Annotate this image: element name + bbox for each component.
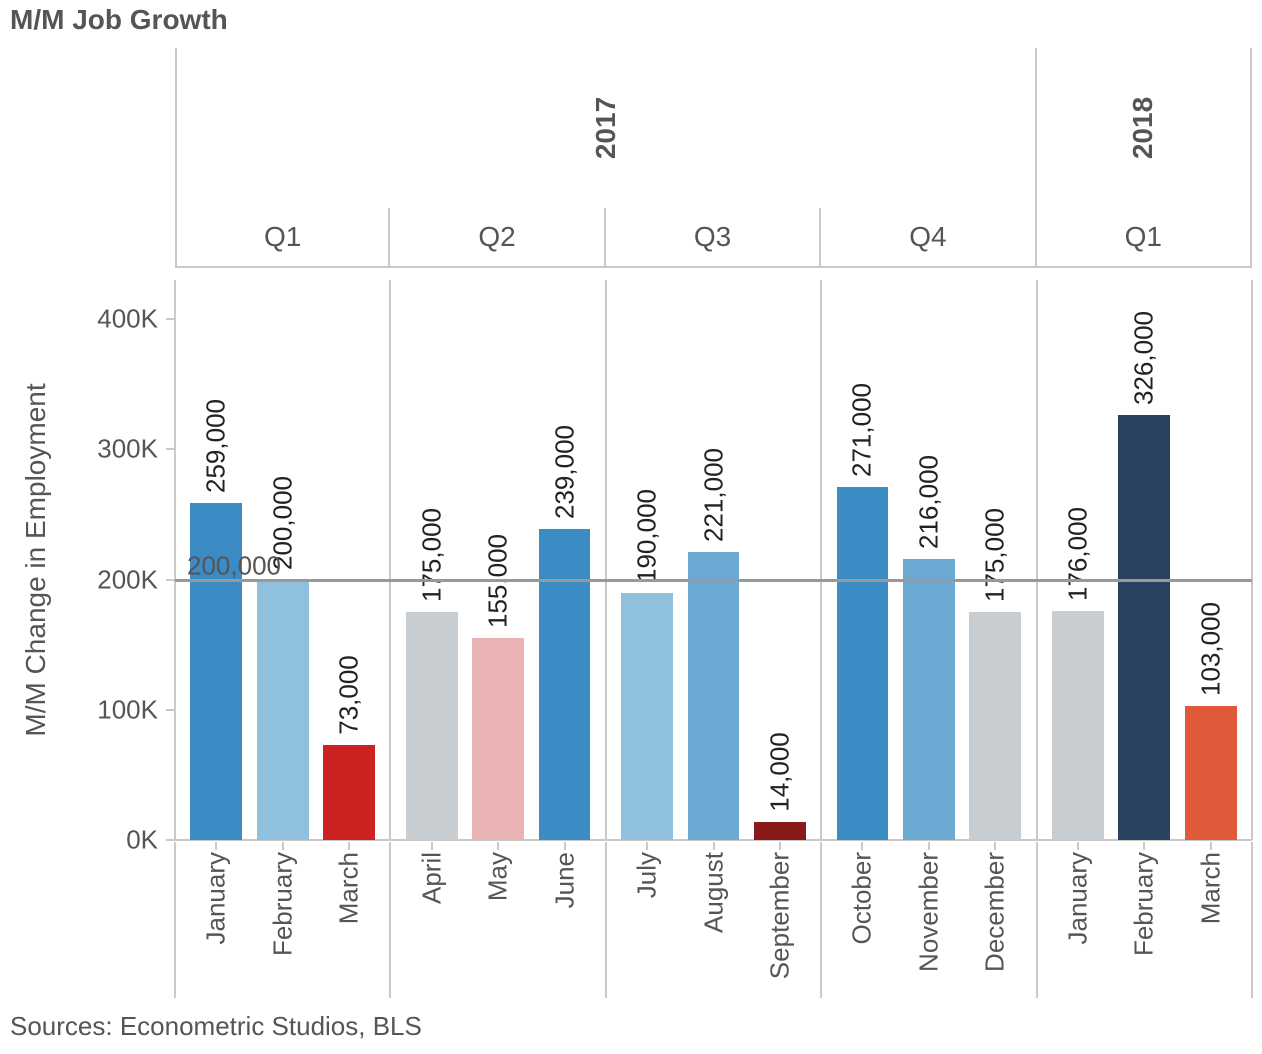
x-tick-mark: [348, 842, 350, 850]
x-tick-mark: [564, 842, 566, 850]
x-tick-label: August: [698, 852, 729, 933]
bar-value-label: 73,000: [334, 655, 365, 735]
reference-line-label: 200,000: [187, 550, 281, 581]
x-tick-mark: [1077, 842, 1079, 850]
bar-value-label: 216,000: [913, 455, 944, 549]
plot-area: M/M Change in Employment 0K100K200K300K4…: [0, 280, 1262, 840]
y-tick-label: 300K: [0, 434, 158, 465]
quarter-label: Q4: [909, 221, 946, 253]
x-tick-label: April: [416, 852, 447, 904]
x-tick-label: July: [632, 852, 663, 898]
bar-value-label: 259,000: [201, 399, 232, 493]
bar-value-label: 190,000: [632, 489, 663, 583]
quarter-header-cell: Q3: [606, 208, 821, 268]
bar: [688, 552, 740, 840]
x-tick-mark: [215, 842, 217, 850]
x-axis-area: January February March April May June July Augu…: [0, 842, 1262, 1012]
bar: [539, 529, 591, 840]
x-tick-mark: [282, 842, 284, 850]
bar: [754, 822, 806, 840]
quarter-label: Q3: [694, 221, 731, 253]
panel-divider: [389, 280, 391, 840]
quarter-header-cell: Q1: [1037, 208, 1252, 268]
bar-value-label: 175,000: [416, 508, 447, 602]
x-tick-mark: [928, 842, 930, 850]
x-tick-label: February: [267, 852, 298, 956]
x-tick-mark: [646, 842, 648, 850]
panel-divider: [174, 280, 176, 840]
year-header-row: 2017 2018: [0, 48, 1262, 208]
bar: [257, 580, 309, 840]
bar: [969, 612, 1021, 840]
panel-divider: [605, 842, 607, 998]
bar-value-label: 175,000: [980, 508, 1011, 602]
bar-value-label: 103,000: [1195, 602, 1226, 696]
panel-divider: [1036, 842, 1038, 998]
panel-divider: [820, 842, 822, 998]
panel-divider: [820, 280, 822, 840]
x-tick-label: May: [483, 852, 514, 901]
x-tick-mark: [779, 842, 781, 850]
year-header-cell: 2017: [175, 48, 1037, 208]
panel-divider: [389, 842, 391, 998]
x-tick-mark: [497, 842, 499, 850]
x-tick-mark: [1143, 842, 1145, 850]
x-tick-mark: [1210, 842, 1212, 850]
bar: [1185, 706, 1237, 840]
x-tick-mark: [431, 842, 433, 850]
quarter-header-cell: Q2: [390, 208, 605, 268]
year-header-cell: 2018: [1037, 48, 1252, 208]
chart-title: M/M Job Growth: [10, 4, 228, 36]
bar: [903, 559, 955, 840]
x-tick-label: January: [1062, 852, 1093, 945]
x-tick-label: June: [549, 852, 580, 908]
bar: [472, 638, 524, 840]
x-tick-label: March: [1195, 852, 1226, 924]
y-tick-label: 100K: [0, 694, 158, 725]
bar: [1052, 611, 1104, 840]
x-tick-label: November: [913, 852, 944, 972]
bar-value-label: 239,000: [549, 425, 580, 519]
panel-divider: [605, 280, 607, 840]
y-tick-label: 200K: [0, 564, 158, 595]
panel-divider: [174, 842, 176, 998]
x-tick-label: January: [201, 852, 232, 945]
quarter-label: Q2: [478, 221, 515, 253]
panel-divider: [1251, 842, 1253, 998]
quarter-label: Q1: [264, 221, 301, 253]
quarter-header-cell: Q4: [821, 208, 1036, 268]
reference-line: [175, 579, 1252, 582]
panel-divider: [1251, 280, 1253, 840]
bar-value-label: 271,000: [847, 383, 878, 477]
x-tick-mark: [861, 842, 863, 850]
x-tick-mark: [713, 842, 715, 850]
quarter-header-cell: Q1: [175, 208, 390, 268]
sources-caption: Sources: Econometric Studios, BLS: [10, 1011, 422, 1042]
bar: [621, 593, 673, 840]
bar-value-label: 176,000: [1062, 507, 1093, 601]
bar: [406, 612, 458, 840]
y-tick-label: 400K: [0, 304, 158, 335]
x-tick-label: December: [980, 852, 1011, 972]
quarter-label: Q1: [1125, 221, 1162, 253]
bar-value-label: 221,000: [698, 448, 729, 542]
bar: [323, 745, 375, 840]
x-tick-label: September: [764, 852, 795, 979]
bar: [837, 487, 889, 840]
year-label: 2017: [590, 97, 622, 159]
x-tick-label: October: [847, 852, 878, 945]
quarter-header-row: Q1 Q2 Q3 Q4 Q1: [0, 208, 1262, 268]
x-tick-label: February: [1129, 852, 1160, 956]
bar-value-label: 14,000: [764, 732, 795, 812]
panel-divider: [1036, 280, 1038, 840]
x-tick-mark: [994, 842, 996, 850]
bar: [1118, 415, 1170, 840]
x-tick-label: March: [334, 852, 365, 924]
bar-value-label: 326,000: [1129, 311, 1160, 405]
year-label: 2018: [1127, 97, 1159, 159]
